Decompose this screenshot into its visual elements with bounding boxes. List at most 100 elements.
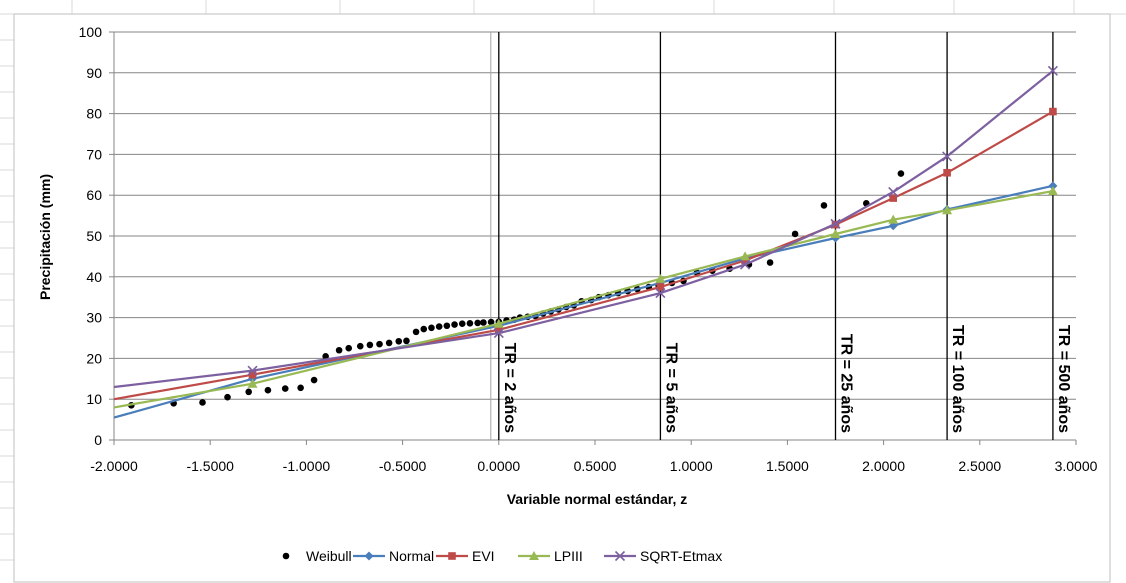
data-point-evi [1049, 107, 1057, 116]
data-point-weibull [376, 340, 383, 348]
data-point-evi [943, 168, 951, 177]
data-point-weibull [385, 339, 393, 347]
data-point-weibull [310, 376, 318, 384]
data-point-lpiii [655, 273, 666, 283]
legend-label-lpiii: LPIII [554, 548, 583, 564]
return-period-label: TR = 2 años [501, 343, 518, 433]
data-point-sqrt-etmax [830, 218, 841, 229]
series-evi [113, 107, 1057, 401]
x-axis-title: Variable normal estándar, z [507, 491, 688, 507]
return-period-label: TR = 500 años [1055, 325, 1072, 433]
y-tick-label: 30 [86, 310, 102, 326]
tick-labels: 0 10 20 30 40 50 60 70 80 90 100 -2.0000 -1.5000 -1.0… [79, 24, 1098, 474]
chart-border [13, 13, 1111, 583]
y-tick-label: 90 [86, 65, 102, 81]
data-point-evi [656, 283, 665, 291]
series-layer [113, 65, 1058, 419]
gridlines [114, 31, 1076, 400]
data-point-weibull [820, 202, 828, 209]
data-point-sqrt-etmax [942, 151, 953, 162]
y-tick-label: 60 [86, 187, 102, 203]
x-tick-label: 2.5000 [958, 458, 1001, 474]
data-point-weibull [345, 344, 353, 352]
data-point-evi [889, 194, 898, 202]
data-point-lpiii [740, 251, 751, 261]
legend-label-weibull: Weibull [306, 548, 352, 564]
data-point-weibull [281, 385, 289, 392]
return-period-label: TR = 25 años [838, 334, 855, 433]
legend-item-normal: Normal [353, 548, 434, 564]
y-tick-label: 100 [79, 24, 103, 40]
data-point-weibull [420, 325, 428, 333]
data-point-weibull [766, 259, 774, 266]
data-point-sqrt-etmax [740, 259, 751, 270]
x-tick-label: 0.5000 [574, 458, 617, 474]
x-tick-label: 1.0000 [670, 458, 713, 474]
data-point-weibull [487, 318, 495, 326]
data-point-weibull [412, 328, 420, 336]
series-line-sqrt-etmax [113, 69, 1054, 389]
data-point-evi [741, 256, 749, 265]
axes [109, 31, 1077, 445]
legend-marker-evi [448, 552, 456, 560]
data-point-evi [248, 370, 257, 379]
data-point-normal [1048, 181, 1058, 191]
data-point-weibull [480, 319, 487, 326]
data-point-weibull [466, 320, 474, 327]
series-lpiii [113, 186, 1058, 409]
legend-label-sqrt-etmax: SQRT-Etmax [640, 548, 722, 564]
return-period-labels: TR = 2 años TR = 5 años TR = 25 años TR = 1… [501, 325, 1072, 433]
data-point-lpiii [247, 378, 258, 388]
x-tick-label: -1.0000 [283, 458, 331, 474]
data-point-weibull [297, 384, 304, 392]
data-point-sqrt-etmax [247, 365, 258, 376]
legend-marker-normal [364, 551, 374, 561]
legend-item-weibull: Weibull [282, 548, 352, 564]
y-tick-label: 40 [86, 269, 102, 285]
data-point-sqrt-etmax [888, 186, 899, 198]
data-point-weibull [897, 170, 905, 177]
data-point-weibull [474, 319, 481, 327]
legend-marker-lpiii [529, 551, 539, 560]
data-point-sqrt-etmax [1047, 65, 1058, 76]
y-tick-label: 80 [86, 106, 102, 122]
y-axis-title: Precipitación (mm) [37, 174, 53, 300]
legend: Weibull Normal EVI LPIII SQRT-Etmax [282, 548, 722, 564]
data-point-lpiii [888, 214, 899, 224]
x-tick-label: -2.0000 [90, 458, 138, 474]
legend-label-evi: EVI [472, 548, 495, 564]
x-tick-label: 0.0000 [477, 458, 520, 474]
y-tick-label: 50 [86, 228, 102, 244]
legend-item-lpiii: LPIII [518, 548, 583, 564]
data-point-evi [495, 326, 503, 334]
legend-label-normal: Normal [389, 548, 434, 564]
y-tick-label: 0 [94, 432, 102, 448]
x-tick-label: 2.0000 [862, 458, 905, 474]
data-point-weibull [335, 346, 343, 354]
data-point-weibull [264, 386, 272, 394]
legend-item-sqrt-etmax: SQRT-Etmax [604, 548, 722, 564]
data-point-weibull [366, 341, 374, 349]
data-point-sqrt-etmax [655, 288, 666, 299]
data-point-sqrt-etmax [493, 328, 504, 339]
data-point-weibull [791, 230, 799, 238]
x-tick-label: 3.0000 [1055, 458, 1098, 474]
x-tick-label: -1.5000 [186, 458, 234, 474]
data-point-lpiii [942, 205, 953, 215]
data-point-weibull [435, 323, 443, 330]
return-period-label: TR = 5 años [662, 343, 679, 433]
data-point-weibull [451, 321, 458, 328]
data-point-weibull [443, 322, 451, 330]
legend-marker-sqrt-etmax [614, 550, 626, 562]
data-point-lpiii [830, 228, 841, 238]
series-sqrt-etmax [113, 65, 1058, 389]
y-tick-label: 70 [86, 146, 102, 162]
data-point-weibull [245, 388, 252, 396]
legend-marker-weibull [282, 552, 290, 560]
x-tick-label: 1.5000 [766, 458, 809, 474]
data-point-weibull [458, 320, 466, 328]
data-point-lpiii [493, 318, 504, 328]
return-period-label: TR = 100 años [949, 325, 966, 433]
data-point-weibull [428, 324, 435, 332]
